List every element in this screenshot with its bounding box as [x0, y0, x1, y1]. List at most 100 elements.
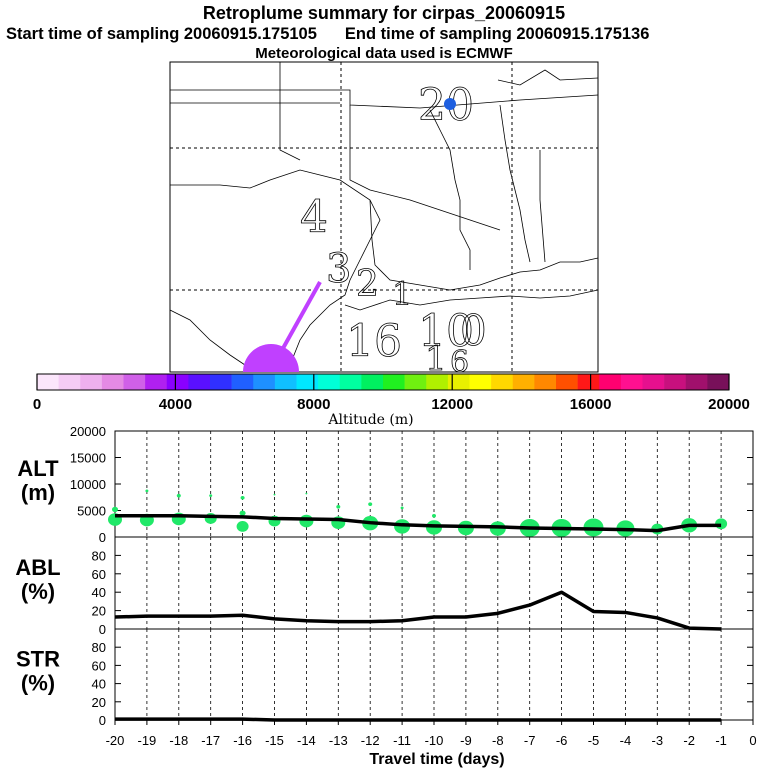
colorbar-swatch — [383, 374, 405, 390]
x-tick-label: -14 — [297, 733, 316, 748]
map-day-label: 10 — [418, 306, 474, 357]
x-tick-label: -6 — [556, 733, 568, 748]
colorbar-swatch — [620, 374, 643, 390]
colorbar-swatch — [534, 374, 557, 390]
x-tick-label: -18 — [169, 733, 188, 748]
y-tick-label: 0 — [99, 713, 106, 728]
colorbar-swatch — [556, 374, 578, 390]
colorbar-swatch — [599, 374, 622, 390]
colorbar-swatch — [685, 374, 708, 390]
x-tick-label: -16 — [233, 733, 252, 748]
map-day-label: 3 — [326, 246, 351, 292]
map-graticule — [170, 62, 598, 372]
colorbar-swatch — [318, 374, 341, 390]
y-tick-label: 40 — [92, 677, 106, 692]
x-axis-label: Travel time (days) — [369, 751, 504, 768]
receptor-marker — [444, 98, 456, 110]
y-tick-label: 0 — [99, 530, 106, 545]
colorbar-swatch — [274, 374, 297, 390]
time-series-panels: 05000100001500020000ALT(m)020406080ABL(%… — [15, 424, 756, 768]
colorbar-tick-label: 20000 — [708, 396, 750, 413]
x-tick-label: -7 — [524, 733, 536, 748]
x-tick-label: -10 — [425, 733, 444, 748]
panel-ylabel: ALT — [17, 456, 59, 481]
y-tick-label: 20 — [92, 695, 106, 710]
end-time-label: End time of sampling 20060915.175136 — [344, 25, 650, 43]
colorbar-tick-label: 4000 — [159, 396, 192, 413]
plume-marker — [112, 506, 118, 513]
map-day-label: 6 — [450, 345, 469, 380]
plume-marker — [432, 514, 436, 518]
colorbar-swatch — [253, 374, 276, 390]
colorbar-swatch — [404, 374, 427, 390]
colorbar-swatch — [296, 374, 319, 390]
x-tick-label: 0 — [749, 733, 756, 748]
colorbar-tick-label: 0 — [33, 396, 41, 413]
x-tick-label: -1 — [715, 733, 727, 748]
x-tick-label: -15 — [265, 733, 284, 748]
plume-marker — [368, 502, 373, 506]
colorbar-swatch — [426, 374, 449, 390]
met-data-label: Meteorological data used is ECMWF — [255, 45, 513, 62]
y-tick-label: 0 — [99, 622, 106, 637]
colorbar-swatch — [339, 374, 362, 390]
y-tick-label: 15000 — [70, 451, 106, 466]
panel-ylabel: (%) — [21, 671, 55, 696]
plume-marker — [176, 493, 181, 498]
colorbar-swatch — [58, 374, 81, 390]
x-tick-label: -19 — [138, 733, 157, 748]
colorbar-swatch — [231, 374, 254, 390]
series-line — [115, 717, 722, 722]
colorbar-swatch — [80, 374, 103, 390]
series-line — [115, 514, 722, 533]
x-tick-label: -11 — [393, 733, 411, 748]
plume-blob — [243, 344, 299, 372]
colorbar-swatch — [37, 374, 59, 390]
colorbar-title: Altitude (m) — [327, 412, 413, 428]
start-time-label: Start time of sampling 20060915.175105 — [6, 25, 317, 43]
x-tick-label: -5 — [588, 733, 600, 748]
colorbar-swatch — [101, 374, 124, 390]
colorbar-swatch — [707, 374, 730, 390]
map-frame — [169, 61, 599, 373]
map-day-label: 4 — [300, 192, 328, 243]
colorbar-swatch — [447, 374, 470, 390]
x-tick-label: -20 — [106, 733, 125, 748]
plume-marker — [336, 504, 341, 509]
plume-marker — [299, 514, 314, 528]
plume-marker — [239, 510, 246, 516]
map-day-label: 2 — [356, 264, 379, 305]
panel-abl: 0 20 40 60 80 ABL(%) — [15, 536, 754, 637]
x-tick-label: -3 — [652, 733, 664, 748]
colorbar-swatch — [512, 374, 535, 390]
colorbar-swatch — [361, 374, 384, 390]
x-tick-label: -9 — [460, 733, 472, 748]
colorbar-swatch — [469, 374, 492, 390]
sampling-times: Start time of sampling 20060915.175105 En… — [6, 25, 649, 44]
colorbar-swatch — [577, 374, 600, 390]
map-day-label: 1 — [425, 339, 447, 379]
x-tick-label: -4 — [620, 733, 632, 748]
colorbar-tick-label: 8000 — [297, 396, 330, 413]
series-line — [114, 590, 722, 631]
panel-ylabel: (%) — [21, 579, 55, 604]
plume-marker — [145, 489, 149, 493]
x-tick-label: -8 — [492, 733, 504, 748]
y-tick-label: 80 — [92, 548, 106, 563]
x-tick-label: -12 — [361, 733, 380, 748]
colorbar-swatch — [642, 374, 665, 390]
y-tick-label: 20000 — [70, 424, 106, 439]
panel-ylabel: ABL — [15, 555, 60, 580]
x-tick-label: -2 — [683, 733, 695, 748]
panel-ylabel: (m) — [21, 480, 55, 505]
y-tick-label: 80 — [92, 640, 106, 655]
plume-marker — [209, 494, 213, 498]
colorbar-tick-label: 12000 — [431, 396, 473, 413]
x-tick-label: -17 — [201, 733, 220, 748]
plume-marker — [240, 495, 245, 500]
plume-marker — [236, 521, 249, 532]
y-tick-label: 20 — [92, 604, 106, 619]
map-day-label: 16 — [346, 316, 402, 367]
y-tick-label: 60 — [92, 658, 106, 673]
